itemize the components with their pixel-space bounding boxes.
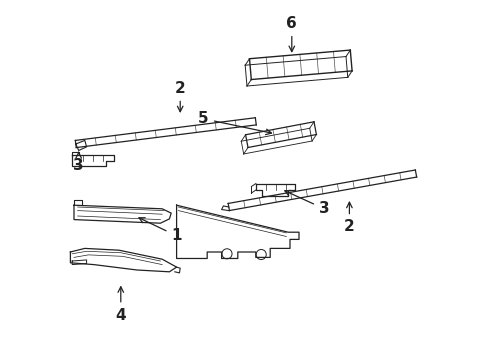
Text: 2: 2 [344, 202, 355, 234]
Text: 2: 2 [175, 81, 186, 112]
Text: 6: 6 [287, 16, 297, 51]
Text: 4: 4 [116, 287, 126, 323]
Text: 1: 1 [139, 218, 182, 243]
Text: 5: 5 [198, 111, 271, 135]
Text: 3: 3 [74, 152, 84, 173]
Text: 3: 3 [285, 190, 329, 216]
